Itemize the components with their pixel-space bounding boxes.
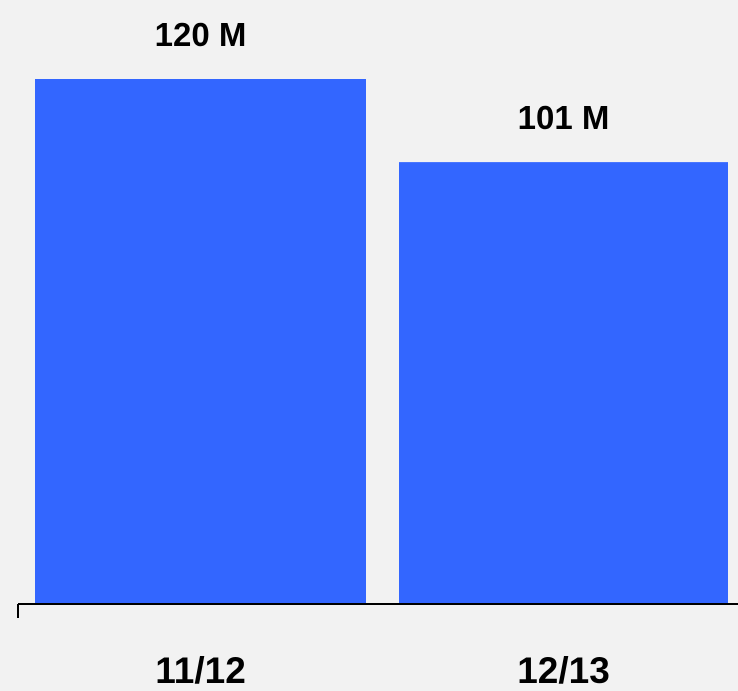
x-tick-label-11-12: 11/12 (155, 650, 246, 691)
x-axis (17, 603, 738, 618)
data-label-12-13: 101 M (518, 99, 610, 136)
data-label-11-12: 120 M (155, 16, 247, 53)
bar-11-12 (35, 79, 366, 604)
x-tick-label-12-13: 12/13 (517, 650, 610, 691)
x-tick-labels-layer: 11/12 12/13 (155, 650, 610, 691)
bar-12-13 (399, 162, 728, 604)
bars-layer (35, 79, 728, 604)
value-labels-layer: 120 M 101 M (155, 16, 610, 136)
